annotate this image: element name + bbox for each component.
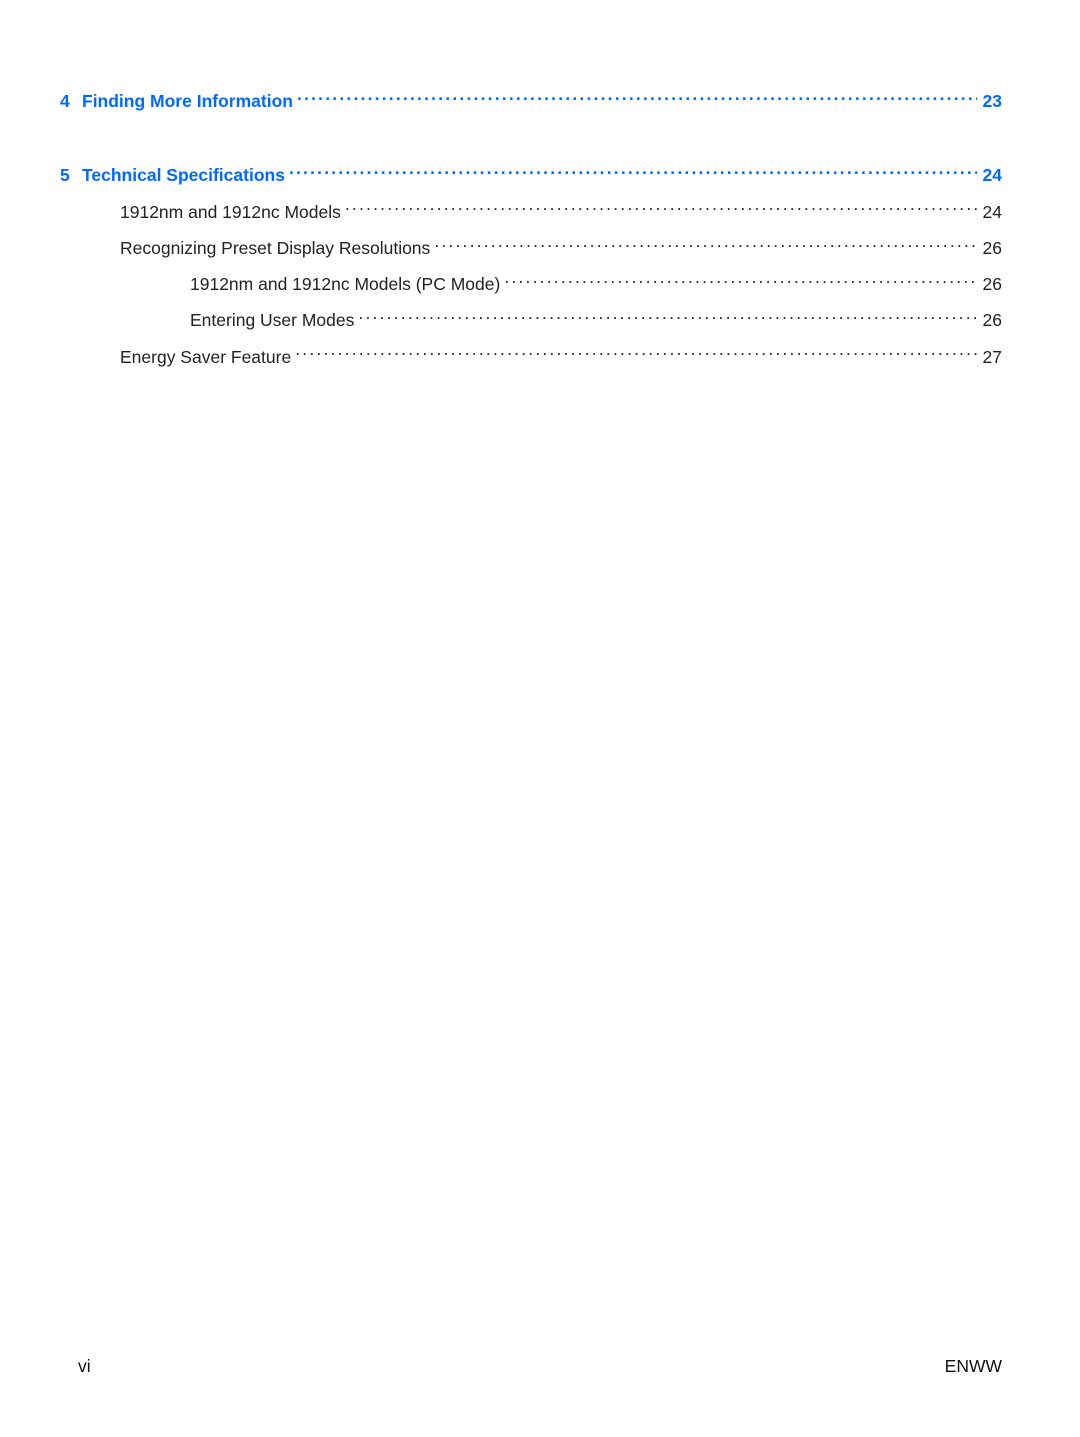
toc-chapter-5[interactable]: 5 Technical Specifications 24 bbox=[60, 162, 1002, 188]
sub-title: Recognizing Preset Display Resolutions bbox=[120, 235, 434, 261]
sub-title: Energy Saver Feature bbox=[120, 344, 295, 370]
sub-title: 1912nm and 1912nc Models bbox=[120, 199, 345, 225]
toc-sub[interactable]: Energy Saver Feature 27 bbox=[60, 344, 1002, 370]
dot-leader bbox=[434, 236, 976, 254]
dot-leader bbox=[358, 309, 976, 327]
dot-leader bbox=[289, 164, 977, 182]
sub-page: 26 bbox=[977, 307, 1002, 333]
chapter-page: 24 bbox=[977, 162, 1002, 188]
page-footer: vi ENWW bbox=[78, 1356, 1002, 1377]
chapter-page: 23 bbox=[977, 88, 1002, 114]
chapter-number: 5 bbox=[60, 162, 82, 188]
sub-page: 24 bbox=[977, 199, 1002, 225]
dot-leader bbox=[504, 273, 976, 291]
dot-leader bbox=[297, 90, 977, 108]
footer-code: ENWW bbox=[945, 1356, 1002, 1377]
sub-title: 1912nm and 1912nc Models (PC Mode) bbox=[190, 271, 504, 297]
toc-chapter-4[interactable]: 4 Finding More Information 23 bbox=[60, 88, 1002, 114]
chapter-title: Technical Specifications bbox=[82, 162, 289, 188]
sub-page: 26 bbox=[977, 271, 1002, 297]
section-gap bbox=[60, 124, 1002, 162]
dot-leader bbox=[295, 345, 976, 363]
dot-leader bbox=[345, 200, 977, 218]
chapter-number: 4 bbox=[60, 88, 82, 114]
sub-page: 26 bbox=[977, 235, 1002, 261]
toc: 4 Finding More Information 23 5 Technica… bbox=[60, 88, 1002, 370]
chapter-title: Finding More Information bbox=[82, 88, 297, 114]
toc-sub[interactable]: 1912nm and 1912nc Models (PC Mode) 26 bbox=[60, 271, 1002, 297]
toc-sub[interactable]: 1912nm and 1912nc Models 24 bbox=[60, 199, 1002, 225]
sub-title: Entering User Modes bbox=[190, 307, 358, 333]
toc-sub[interactable]: Recognizing Preset Display Resolutions 2… bbox=[60, 235, 1002, 261]
page-number-roman: vi bbox=[78, 1356, 91, 1377]
sub-page: 27 bbox=[977, 344, 1002, 370]
toc-sub[interactable]: Entering User Modes 26 bbox=[60, 307, 1002, 333]
